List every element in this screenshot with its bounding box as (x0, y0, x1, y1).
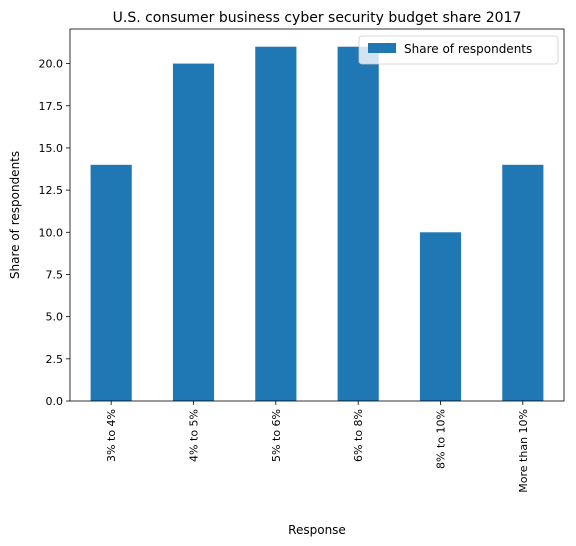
y-tick-label-7: 17.5 (39, 100, 64, 113)
plot-frame (69, 28, 565, 402)
bar-2 (255, 46, 297, 401)
x-tick-label-5: More than 10% (517, 409, 530, 493)
y-tick-label-6: 15.0 (39, 142, 64, 155)
bars-group (90, 46, 544, 402)
bar-5 (502, 164, 544, 401)
y-tick-label-8: 20.0 (39, 58, 64, 71)
legend-swatch (368, 43, 396, 53)
y-axis: 0.0 2.5 5.0 7.5 10.0 12.5 15.0 17.5 20.0 (39, 58, 70, 408)
y-tick-label-5: 12.5 (39, 184, 64, 197)
x-axis-label: Response (288, 523, 346, 537)
x-tick-label-1: 4% to 5% (188, 409, 201, 462)
chart-title: U.S. consumer business cyber security bu… (113, 10, 522, 26)
y-tick-label-2: 5.0 (46, 311, 64, 324)
y-tick-label-0: 0.0 (46, 395, 64, 408)
x-axis: 3% to 4% 4% to 5% 5% to 6% 6% to 8% 8% to 10… (105, 401, 530, 493)
x-tick-label-0: 3% to 4% (105, 409, 118, 462)
bar-3 (337, 46, 379, 401)
x-tick-label-3: 6% to 8% (352, 409, 365, 462)
bar-4 (419, 232, 462, 401)
legend-label: Share of respondents (404, 42, 532, 56)
x-tick-label-2: 5% to 6% (270, 409, 283, 462)
y-tick-label-4: 10.0 (39, 226, 64, 239)
y-tick-label-3: 7.5 (46, 268, 64, 281)
bar-0 (90, 164, 132, 401)
x-tick-label-4: 8% to 10% (435, 409, 448, 469)
legend-box (358, 35, 559, 65)
bar-1 (172, 63, 215, 402)
y-axis-label: Share of respondents (8, 151, 22, 279)
legend: Share of respondents (358, 35, 559, 65)
y-tick-label-1: 2.5 (46, 353, 64, 366)
